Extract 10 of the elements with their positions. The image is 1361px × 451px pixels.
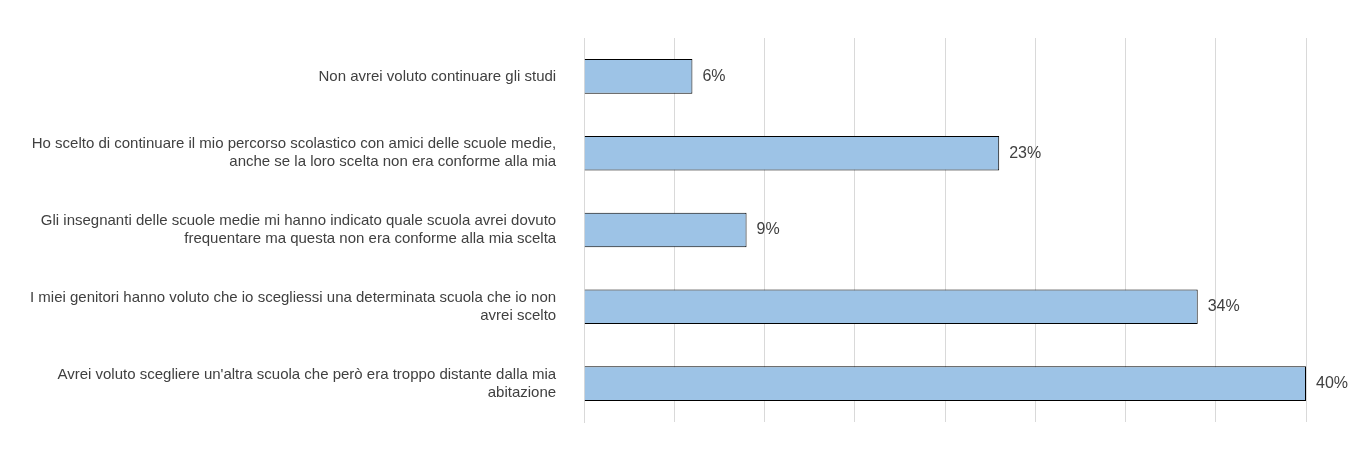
- data-label: 23%: [1009, 143, 1042, 161]
- y-tick-label: Avrei voluto scegliere un'altra scuola che però era troppo distante dalla mia abitazione: [57, 364, 557, 400]
- y-tick-label: Ho scelto di continuare il mio percorso scolastico con amici delle scuole medie, anche se la loro scelta non era conforme alla mia: [31, 134, 557, 170]
- y-tick-label: I miei genitori hanno voluto che io scegliessi una determinata scuola che io non avrei scelto: [29, 287, 557, 323]
- data-label: 34%: [1207, 297, 1240, 315]
- data-label: 9%: [756, 220, 780, 238]
- data-label: 40%: [1316, 374, 1349, 392]
- y-tick-label: Gli insegnanti delle scuole medie mi hanno indicato quale scuola avrei dovuto frequentare ma questa non era conforme alla mia scelta: [40, 211, 557, 247]
- data-label: 6%: [702, 66, 726, 84]
- y-tick-label: Non avrei voluto continuare gli studi: [318, 66, 557, 84]
